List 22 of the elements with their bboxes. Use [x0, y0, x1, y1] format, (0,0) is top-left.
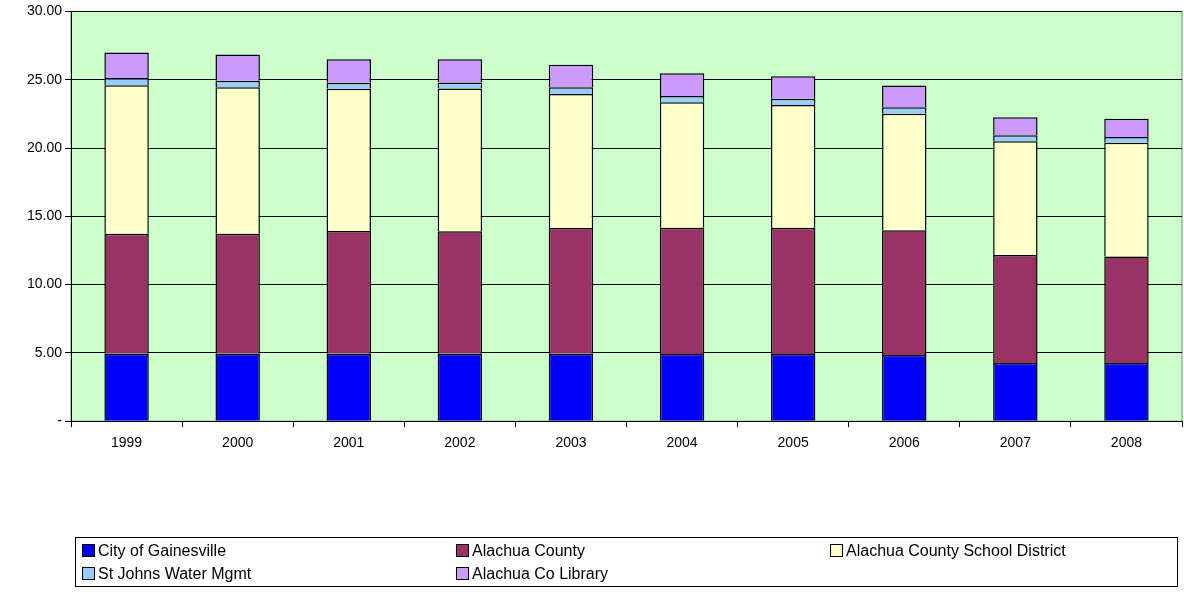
x-tick-label: 1999 — [111, 434, 143, 451]
y-tick-label: 5.00 — [34, 343, 63, 360]
x-tick-label: 2005 — [777, 434, 809, 451]
x-tick-label: 2006 — [888, 434, 921, 451]
y-tick-label: 25.00 — [26, 70, 63, 87]
legend-label: St Johns Water Mgmt — [98, 564, 252, 584]
y-tick-label: 30.00 — [26, 2, 63, 19]
y-tick-label: - — [57, 412, 63, 429]
legend-label: City of Gainesville — [98, 541, 227, 561]
legend-label: Alachua County — [472, 541, 585, 561]
x-tick-label: 2008 — [1110, 434, 1143, 451]
y-tick-label: 15.00 — [26, 207, 63, 224]
x-tick-label: 2002 — [444, 434, 476, 451]
x-tick-label: 2000 — [222, 434, 254, 451]
x-tick-label: 2001 — [333, 434, 365, 451]
y-tick-label: 10.00 — [26, 275, 63, 292]
legend-label: Alachua County School District — [846, 541, 1066, 561]
y-tick-label: 20.00 — [26, 138, 63, 155]
legend-label: Alachua Co Library — [472, 564, 609, 584]
x-tick-label: 2004 — [666, 434, 698, 451]
x-tick-label: 2003 — [555, 434, 587, 451]
x-tick-label: 2007 — [999, 434, 1032, 451]
